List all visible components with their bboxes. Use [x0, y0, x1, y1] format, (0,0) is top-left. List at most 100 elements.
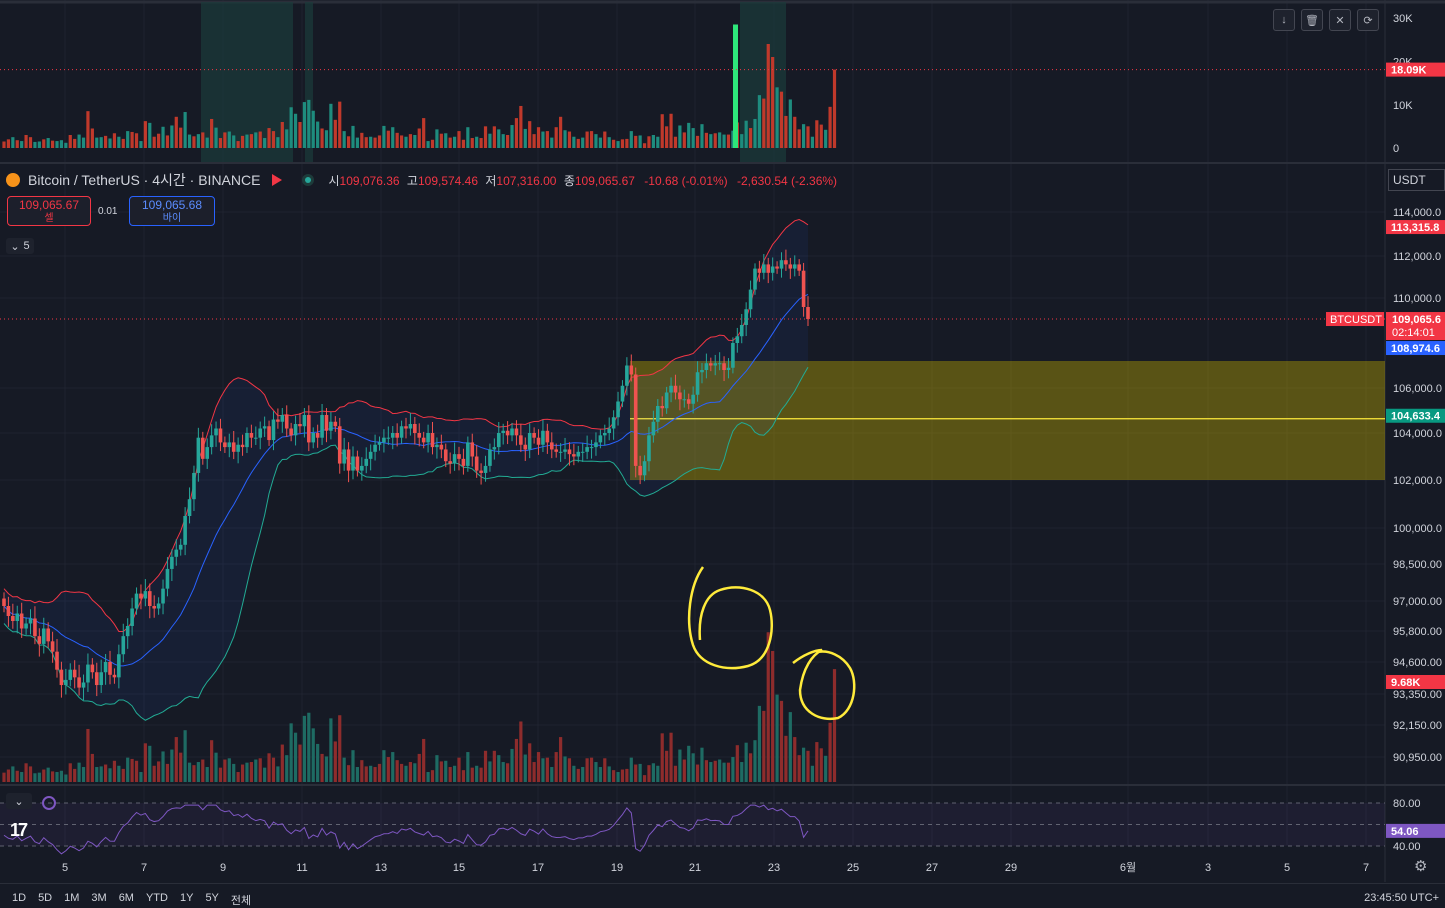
- rsi-indicator-icon[interactable]: [42, 796, 56, 810]
- volume-bar: [457, 757, 461, 782]
- candle-body: [625, 365, 629, 386]
- indicators-collapse-button[interactable]: ⌄ 5: [6, 238, 34, 254]
- volume-bar: [37, 772, 41, 782]
- volume-bar: [24, 763, 28, 782]
- volume-bar: [413, 763, 417, 782]
- volume-bar: [311, 110, 315, 148]
- x-tick-label: 7: [1363, 862, 1369, 874]
- volume-bar: [771, 57, 775, 148]
- candle-body: [81, 682, 86, 688]
- volume-bar: [95, 767, 99, 782]
- countdown-tag: 02:14:01: [1392, 327, 1435, 339]
- candle-body: [704, 363, 709, 370]
- volume-bar: [59, 140, 64, 148]
- volume-bar: [704, 132, 708, 148]
- candle-body: [143, 591, 148, 599]
- volume-bar: [506, 135, 510, 148]
- candle-body: [797, 264, 801, 271]
- volume-bar: [382, 125, 386, 148]
- tradingview-logo[interactable]: 17: [10, 820, 28, 840]
- volume-bar: [42, 769, 46, 782]
- volume-bar: [629, 757, 633, 782]
- volume-bar: [59, 770, 64, 782]
- y-tick-label: 110,000.0: [1393, 293, 1441, 305]
- candle-body: [311, 433, 316, 443]
- volume-bar: [691, 753, 695, 782]
- volume-bar: [46, 767, 50, 782]
- symbol-title[interactable]: Bitcoin / TetherUS · 4시간 · BINANCE: [28, 172, 261, 188]
- volume-bar: [563, 756, 567, 782]
- candle-body: [130, 608, 134, 626]
- volume-bar: [245, 134, 249, 148]
- range-button-0[interactable]: 1D: [12, 892, 27, 904]
- volume-bar: [316, 743, 320, 782]
- volume-bar: [616, 772, 620, 782]
- candle-body: [735, 336, 740, 343]
- sell-button[interactable]: 109,065.67 셀: [7, 196, 91, 226]
- range-button-4[interactable]: 6M: [118, 892, 134, 904]
- volume-bar: [572, 765, 576, 782]
- volume-bar: [130, 758, 134, 782]
- volume-bar: [108, 138, 112, 148]
- volume-bar: [399, 763, 404, 782]
- volume-bar: [576, 768, 580, 782]
- volume-bar: [139, 141, 143, 148]
- range-button-5[interactable]: YTD: [145, 892, 168, 904]
- volume-bar: [651, 135, 655, 148]
- candle-body: [15, 613, 20, 621]
- volume-bar: [430, 770, 435, 782]
- volume-bar: [68, 763, 72, 782]
- volume-bar: [64, 142, 68, 148]
- candle-body: [532, 433, 536, 438]
- x-tick-label: 27: [926, 862, 938, 874]
- volume-bar: [766, 632, 770, 782]
- candle-body: [753, 268, 757, 290]
- clock[interactable]: 23:45:50 UTC+: [1364, 892, 1439, 904]
- candle-body: [351, 456, 355, 471]
- volume-bar: [713, 760, 717, 782]
- zone-line-tag-bg: [1386, 408, 1445, 423]
- flag-icon[interactable]: [272, 174, 283, 186]
- rsi-collapse-button[interactable]: ⌄: [6, 793, 32, 809]
- candle-body: [673, 385, 678, 393]
- volume-bar: [346, 765, 351, 782]
- gear-icon[interactable]: ⚙: [1414, 858, 1428, 875]
- range-button-6[interactable]: 1Y: [179, 892, 194, 904]
- rsi-tick-label: 40.00: [1393, 841, 1421, 853]
- range-button-3[interactable]: 3M: [91, 892, 107, 904]
- candle-body: [496, 433, 501, 448]
- trash-icon[interactable]: 🗑: [1301, 9, 1323, 31]
- arrow-down-icon[interactable]: ↓: [1273, 9, 1295, 31]
- candle-body: [744, 309, 748, 325]
- candle-body: [262, 426, 267, 429]
- collapse-icon[interactable]: ✕: [1329, 9, 1351, 31]
- candle-body: [682, 399, 687, 401]
- candle-body: [713, 363, 718, 366]
- candle-body: [307, 415, 311, 443]
- volume-bar: [779, 91, 784, 148]
- range-button-8[interactable]: 전체: [230, 895, 252, 907]
- volume-bar: [355, 137, 360, 148]
- buy-button[interactable]: 109,065.68 바이: [129, 196, 215, 226]
- range-button-2[interactable]: 1M: [64, 892, 80, 904]
- candle-body: [678, 392, 682, 400]
- volume-bar: [134, 760, 139, 782]
- currency-selector[interactable]: USDT: [1388, 169, 1445, 191]
- candle-body: [187, 499, 192, 516]
- volume-bar: [607, 766, 611, 782]
- candle-body: [373, 444, 377, 452]
- volume-bar: [682, 132, 686, 148]
- volume-bar: [514, 118, 519, 148]
- volume-bar: [205, 137, 209, 148]
- range-button-1[interactable]: 5D: [38, 892, 53, 904]
- volume-bar: [329, 718, 333, 782]
- candle-body: [580, 451, 585, 453]
- range-button-7[interactable]: 5Y: [205, 892, 219, 904]
- candle-body: [156, 603, 161, 609]
- refresh-icon[interactable]: ⟳: [1357, 9, 1379, 31]
- volume-bar: [572, 136, 576, 148]
- candle-body: [2, 598, 6, 606]
- candle-body: [536, 437, 541, 445]
- volume-bar: [832, 69, 837, 148]
